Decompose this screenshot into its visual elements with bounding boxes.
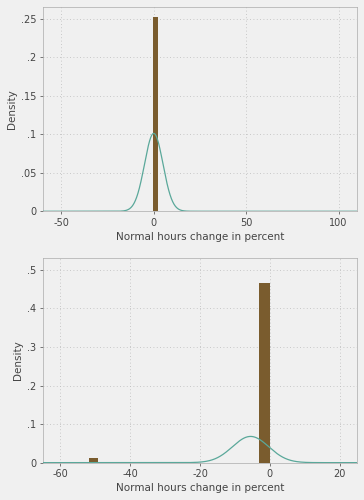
- Bar: [259, 284, 270, 463]
- Y-axis label: Density: Density: [7, 89, 17, 129]
- X-axis label: Normal hours change in percent: Normal hours change in percent: [116, 232, 284, 241]
- Y-axis label: Density: Density: [13, 340, 23, 380]
- X-axis label: Normal hours change in percent: Normal hours change in percent: [116, 483, 284, 493]
- Bar: [153, 17, 158, 211]
- Bar: [89, 458, 98, 462]
